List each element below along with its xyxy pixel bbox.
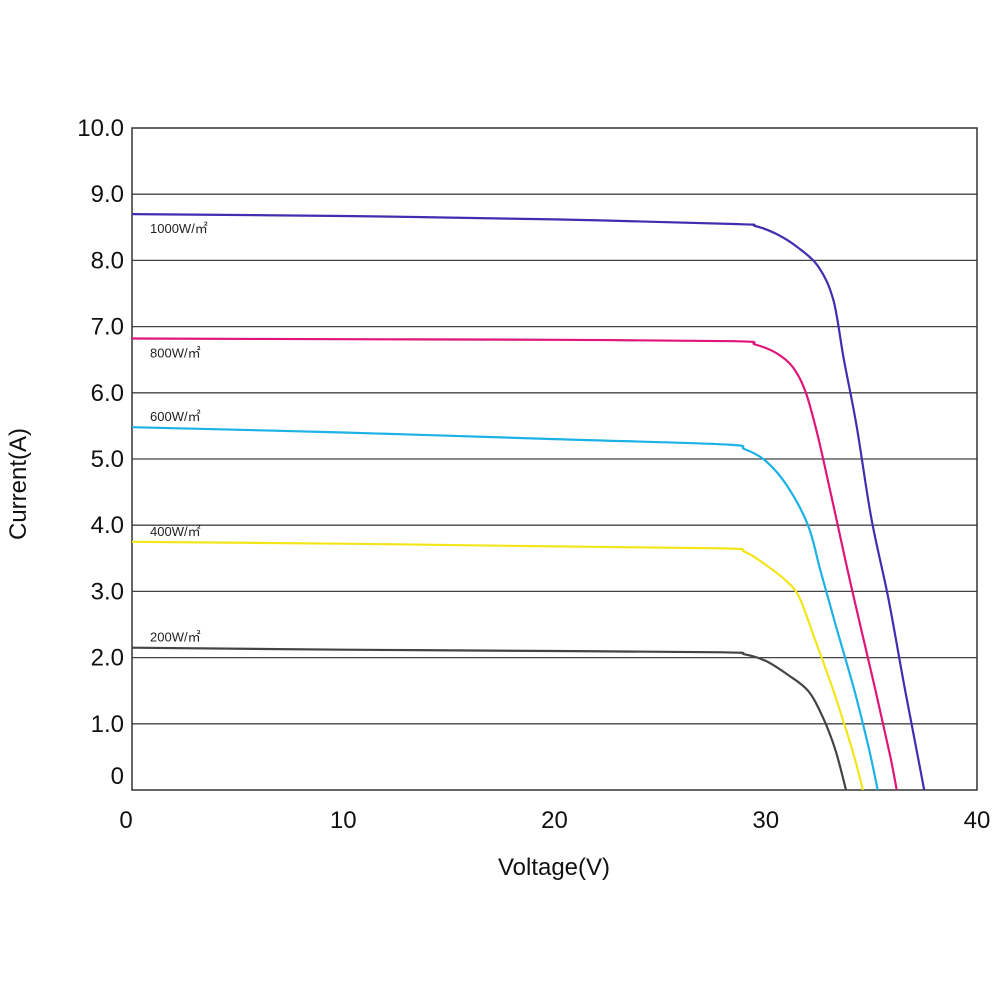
y-tick-label: 4.0 bbox=[91, 512, 124, 539]
y-tick-label: 8.0 bbox=[91, 247, 124, 274]
grid-lines bbox=[132, 193, 977, 725]
series-label: 400W/㎡ bbox=[150, 524, 201, 539]
series-label: 800W/㎡ bbox=[150, 346, 201, 361]
y-tick-label: 5.0 bbox=[91, 446, 124, 473]
x-tick-label: 0 bbox=[119, 807, 132, 834]
series-label: 600W/㎡ bbox=[150, 409, 201, 424]
series-label: 1000W/㎡ bbox=[150, 221, 208, 236]
x-tick-label: 40 bbox=[964, 807, 991, 834]
x-tick-label: 10 bbox=[330, 807, 357, 834]
series-line bbox=[131, 426, 879, 791]
y-tick-label: 1.0 bbox=[91, 711, 124, 738]
x-tick-label: 30 bbox=[752, 807, 779, 834]
series-line bbox=[131, 337, 898, 791]
series-line bbox=[131, 646, 848, 791]
x-tick-label: 20 bbox=[541, 807, 568, 834]
x-axis-label: Voltage(V) bbox=[498, 854, 610, 881]
y-tick-label: 9.0 bbox=[91, 181, 124, 208]
series-line bbox=[131, 540, 864, 791]
plot-area-frame bbox=[131, 127, 978, 791]
y-tick-label: 3.0 bbox=[91, 578, 124, 605]
y-tick-label: 10.0 bbox=[77, 115, 124, 142]
y-tick-label: 6.0 bbox=[91, 380, 124, 407]
series-line bbox=[131, 213, 926, 791]
series-lines bbox=[131, 213, 926, 791]
y-axis-tick-labels: 0 1.0 2.0 3.0 4.0 5.0 6.0 7.0 8.0 9.0 10.0 bbox=[77, 115, 124, 790]
y-tick-label: 7.0 bbox=[91, 314, 124, 341]
series-label: 200W/㎡ bbox=[150, 630, 201, 645]
x-axis-tick-labels: 0 10 20 30 40 bbox=[119, 807, 990, 834]
y-axis-label: Current(A) bbox=[5, 428, 32, 540]
series-labels: 1000W/㎡ 800W/㎡ 600W/㎡ 400W/㎡ 200W/㎡ bbox=[150, 221, 208, 645]
y-tick-label: 2.0 bbox=[91, 645, 124, 672]
y-tick-label: 0 bbox=[111, 763, 124, 790]
